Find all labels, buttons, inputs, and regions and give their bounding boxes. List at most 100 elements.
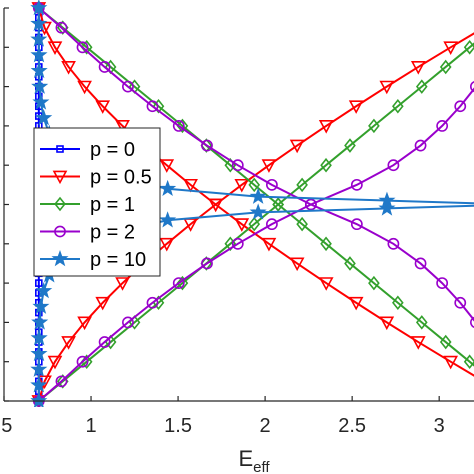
data-point <box>443 355 459 370</box>
data-point <box>320 157 332 173</box>
data-point <box>350 218 363 231</box>
data-point <box>234 218 250 232</box>
data-point <box>95 296 111 311</box>
data-point <box>265 178 278 191</box>
data-point <box>80 40 93 55</box>
x-tick-label: 2.5 <box>338 415 366 437</box>
data-point <box>463 40 474 55</box>
data-point <box>470 81 474 93</box>
data-point <box>32 297 50 314</box>
data-point <box>320 236 332 252</box>
data-point <box>344 256 356 271</box>
data-point <box>30 376 48 393</box>
data-point <box>415 315 428 330</box>
data-point <box>454 296 467 309</box>
data-point <box>208 198 224 213</box>
data-point <box>30 30 48 47</box>
data-point <box>61 61 76 75</box>
data-point <box>231 159 244 172</box>
data-point <box>379 316 395 331</box>
legend-label: p = 10 <box>90 249 146 271</box>
data-point <box>289 257 305 272</box>
data-point <box>249 187 267 204</box>
data-point <box>122 80 134 93</box>
data-point <box>368 118 380 134</box>
data-point <box>470 316 474 328</box>
data-point <box>55 375 68 388</box>
data-point <box>414 139 427 152</box>
data-point <box>410 61 426 75</box>
data-point <box>115 277 130 291</box>
data-point <box>387 159 400 172</box>
data-point <box>95 100 111 114</box>
plot-area <box>30 0 474 407</box>
data-point <box>378 199 396 216</box>
data-point <box>37 375 52 390</box>
data-point <box>146 296 159 309</box>
data-point <box>122 316 134 329</box>
data-point <box>183 178 198 193</box>
data-point <box>30 360 48 377</box>
legend-box <box>33 127 161 277</box>
legend-label: p = 0.5 <box>90 167 152 189</box>
x-tick-label: 3 <box>434 415 445 437</box>
legend-label: p = 2 <box>90 222 135 244</box>
data-point <box>261 237 277 252</box>
legend-marker <box>54 196 66 212</box>
data-point <box>296 177 308 193</box>
legend-marker <box>54 225 66 238</box>
data-point <box>176 118 189 134</box>
legend-item: p = 2 <box>40 222 135 244</box>
data-point <box>30 61 48 79</box>
data-point <box>201 139 213 152</box>
data-point <box>98 336 111 348</box>
series-p0-5 <box>31 2 474 407</box>
data-point <box>318 120 334 134</box>
legend-item: p = 1 <box>40 194 135 216</box>
x-axis-title: Eeff <box>238 446 270 474</box>
data-point <box>439 334 452 350</box>
data-point <box>76 41 89 54</box>
legend-label: p = 1 <box>90 194 135 216</box>
data-point <box>201 257 213 270</box>
data-point <box>296 216 308 232</box>
data-point <box>436 277 449 289</box>
data-point <box>55 21 68 34</box>
series-line-lower <box>38 42 474 402</box>
data-point <box>159 159 175 173</box>
data-point <box>261 159 277 173</box>
data-point <box>248 216 261 232</box>
data-point <box>348 100 364 114</box>
data-point <box>318 277 334 291</box>
data-point <box>47 355 63 370</box>
data-point <box>30 14 48 31</box>
legend-item: p = 10 <box>40 249 146 271</box>
legend-marker <box>51 250 69 267</box>
data-point <box>234 178 250 193</box>
data-point <box>47 41 63 55</box>
data-point <box>30 392 48 407</box>
data-point <box>443 41 459 55</box>
data-point <box>159 179 177 197</box>
data-point <box>30 344 48 362</box>
data-point <box>172 120 185 132</box>
data-point <box>159 211 177 228</box>
x-axis-title-subscript: eff <box>253 459 270 474</box>
data-point <box>344 138 356 153</box>
x-axis-title-main: E <box>238 446 253 471</box>
data-point <box>265 218 278 231</box>
legend-marker <box>52 170 68 185</box>
data-point <box>115 120 130 134</box>
data-point <box>289 139 305 154</box>
data-point <box>172 277 185 289</box>
series-line-lower <box>38 87 474 402</box>
data-point <box>146 100 159 113</box>
data-point <box>392 98 404 114</box>
legend: p = 0 p = 0.5 p = 1 p = 2 p = 10 <box>33 127 161 277</box>
legend-item: p = 0 <box>40 139 135 161</box>
data-point <box>30 0 48 16</box>
axes: .5 1 1.5 2 2.5 3 <box>0 7 474 437</box>
data-point <box>414 257 427 270</box>
data-point <box>159 237 175 252</box>
